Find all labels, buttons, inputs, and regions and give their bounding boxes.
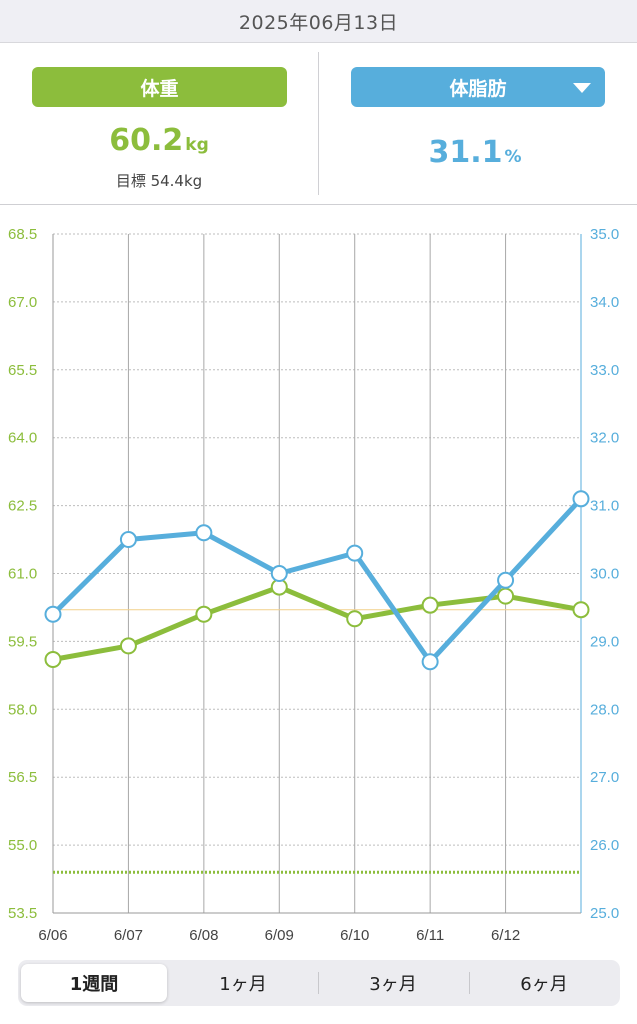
trend-chart: 68.5 67.0 65.5 64.0 62.5 61.0 59.5 58.0 56.5 55.0… <box>8 226 619 944</box>
body-fat-panel: 体脂肪 31.1% <box>319 43 637 203</box>
tab-1-month[interactable]: 1ヶ月 <box>170 964 316 1002</box>
tab-separator <box>318 972 319 994</box>
weight-data-point <box>497 587 515 605</box>
right-axis-tick-label: 33.0 <box>590 362 619 379</box>
right-axis-tick-label: 29.0 <box>590 633 619 650</box>
tab-3-months[interactable]: 3ヶ月 <box>320 964 466 1002</box>
weight-data-point <box>572 601 590 619</box>
right-axis-tick-label: 27.0 <box>590 769 619 786</box>
right-axis-tick-label: 31.0 <box>590 498 619 515</box>
weight-value-display: 60.2 kg <box>0 123 318 158</box>
right-axis-tick-label: 25.0 <box>590 905 619 922</box>
right-axis-tick-label: 32.0 <box>590 430 619 447</box>
left-axis-tick-label: 59.5 <box>8 633 37 650</box>
body-fat-value-display: 31.1% <box>316 135 634 170</box>
body-fat-data-point <box>346 544 364 562</box>
weight-data-point <box>421 596 439 614</box>
right-axis-tick-label: 30.0 <box>590 566 619 583</box>
tab-label: 1ヶ月 <box>219 974 267 995</box>
left-axis-tick-label: 53.5 <box>8 905 37 922</box>
body-fat-data-point <box>195 524 213 542</box>
tab-label: 3ヶ月 <box>369 974 417 995</box>
period-segmented-control: 1週間 1ヶ月 3ヶ月 6ヶ月 <box>18 960 620 1006</box>
panel-divider <box>318 52 319 195</box>
tab-label: 1週間 <box>69 974 119 995</box>
body-fat-series-line <box>50 496 584 665</box>
weight-data-point <box>195 605 213 623</box>
body-fat-data-point <box>497 571 515 589</box>
right-axis-tick-label: 35.0 <box>590 226 619 243</box>
body-fat-data-point <box>119 531 137 549</box>
x-axis-tick-label: 6/07 <box>114 927 143 944</box>
chevron-down-icon <box>573 83 591 93</box>
x-axis-tick-label: 6/06 <box>38 927 67 944</box>
body-fat-value: 31.1 <box>428 135 503 170</box>
tab-1-week[interactable]: 1週間 <box>21 964 167 1002</box>
right-axis-tick-label: 28.0 <box>590 701 619 718</box>
left-axis-tick-label: 65.5 <box>8 362 37 379</box>
date-header: 2025年06月13日 <box>0 0 637 43</box>
left-axis-tick-label: 56.5 <box>8 769 37 786</box>
weight-data-point <box>44 651 62 669</box>
x-axis-tick-label: 6/12 <box>491 927 520 944</box>
right-axis-tick-label: 34.0 <box>590 294 619 311</box>
weight-button-label: 体重 <box>140 77 179 100</box>
body-fat-button-label: 体脂肪 <box>449 77 507 100</box>
weight-data-point <box>346 610 364 628</box>
weight-value: 60.2 <box>109 123 184 158</box>
left-axis-tick-label: 64.0 <box>8 430 37 447</box>
body-fat-unit: % <box>504 147 522 167</box>
left-axis-tick-label: 62.5 <box>8 498 37 515</box>
body-fat-data-point <box>572 490 590 508</box>
body-fat-dropdown-button[interactable]: 体脂肪 <box>351 67 605 107</box>
weight-goal: 目標 54.4kg <box>115 172 203 190</box>
weight-unit: kg <box>185 135 209 155</box>
left-axis-tick-label: 67.0 <box>8 294 37 311</box>
weight-series-line <box>50 584 584 663</box>
left-axis-tick-label: 68.5 <box>8 226 37 243</box>
x-axis-tick-label: 6/08 <box>189 927 218 944</box>
date-label: 2025年06月13日 <box>238 11 399 34</box>
header-divider <box>0 204 637 205</box>
left-axis-tick-label: 61.0 <box>8 566 37 583</box>
body-fat-data-point <box>421 653 439 671</box>
tab-6-months[interactable]: 6ヶ月 <box>471 964 617 1002</box>
left-axis-tick-label: 58.0 <box>8 701 37 718</box>
weight-panel: 体重 60.2 kg 目標 54.4kg <box>0 43 318 203</box>
tab-separator <box>469 972 470 994</box>
right-axis-tick-label: 26.0 <box>590 837 619 854</box>
x-axis-tick-label: 6/09 <box>265 927 294 944</box>
x-axis-tick-label: 6/10 <box>340 927 369 944</box>
body-fat-data-point <box>270 565 288 582</box>
weight-data-point <box>119 637 137 655</box>
left-axis-tick-label: 55.0 <box>8 837 37 854</box>
tab-label: 6ヶ月 <box>520 974 568 995</box>
body-fat-data-point <box>44 605 62 623</box>
weight-button[interactable]: 体重 <box>32 67 287 107</box>
x-axis-tick-label: 6/11 <box>416 927 444 944</box>
